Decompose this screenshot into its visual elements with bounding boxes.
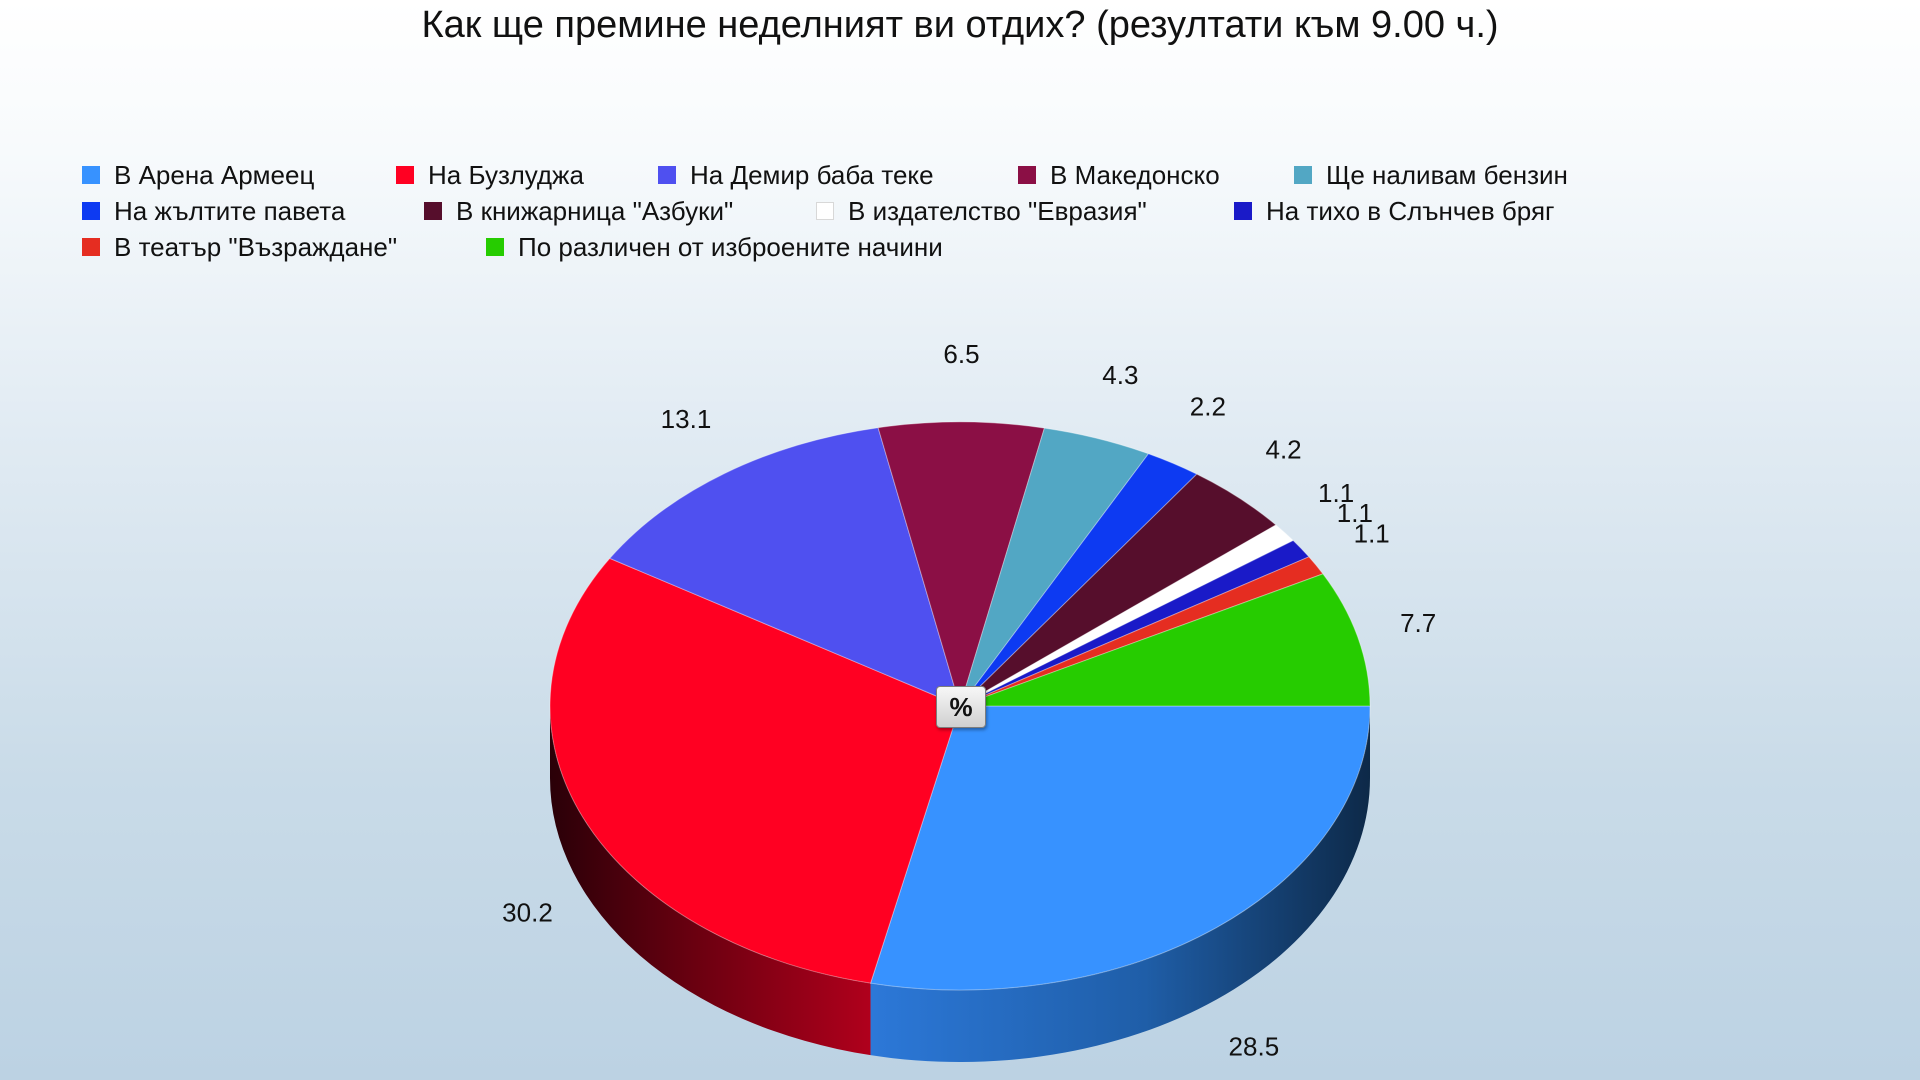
legend-label: В книжарница "Азбуки"	[456, 196, 734, 226]
slice-value-label: 6.5	[943, 339, 979, 369]
slice-value-label: 4.3	[1102, 360, 1138, 390]
slice-value-label: 7.7	[1400, 608, 1436, 638]
slice-value-label: 1.1	[1354, 519, 1390, 549]
slice-value-label: 1.1	[1318, 478, 1354, 508]
legend-item: На тихо в Слънчев бряг	[1234, 194, 1555, 228]
legend-item: Ще наливам бензин	[1294, 158, 1568, 192]
legend-swatch	[424, 202, 442, 220]
legend-item: В Арена Армеец	[82, 158, 314, 192]
legend-swatch	[486, 238, 504, 256]
legend-swatch	[82, 238, 100, 256]
legend-label: В Македонско	[1050, 160, 1220, 190]
pie-slice	[959, 453, 1198, 707]
legend-swatch	[396, 166, 414, 184]
slice-value-label: 13.1	[661, 404, 712, 434]
pie-slice	[608, 427, 961, 707]
legend-label: На тихо в Слънчев бряг	[1266, 196, 1555, 226]
slice-value-label: 2.2	[1190, 391, 1226, 421]
pie-slice	[959, 427, 1150, 707]
slice-value-label: 4.2	[1265, 434, 1301, 464]
legend-swatch	[82, 202, 100, 220]
legend-swatch	[1234, 202, 1252, 220]
legend-swatch	[1018, 166, 1036, 184]
pie-slice	[877, 421, 1046, 708]
pie-slice	[959, 556, 1324, 707]
pie-side-wall	[550, 706, 871, 1056]
legend-label: В театър "Възраждане"	[114, 232, 398, 262]
legend-label: Ще наливам бензин	[1326, 160, 1568, 190]
legend-label: В издателство "Евразия"	[848, 196, 1147, 226]
legend-label: По различен от изброените начини	[518, 232, 943, 262]
legend-label: В Арена Армеец	[114, 160, 315, 190]
slice-value-label: 1.1	[1337, 498, 1373, 528]
pie-slice	[959, 539, 1310, 707]
legend-item: В Македонско	[1018, 158, 1220, 192]
legend-item: В театър "Възраждане"	[82, 230, 397, 264]
legend-swatch	[658, 166, 676, 184]
legend-item: В издателство "Евразия"	[816, 194, 1147, 228]
slice-value-label: 28.5	[1229, 1031, 1280, 1061]
legend-item: В книжарница "Азбуки"	[424, 194, 733, 228]
pie-slice	[549, 557, 961, 984]
legend-swatch	[816, 202, 834, 220]
legend-item: На жълтите павета	[82, 194, 345, 228]
legend-swatch	[82, 166, 100, 184]
pie-side-wall	[870, 706, 1370, 1062]
legend-label: На Демир баба теке	[690, 160, 934, 190]
pie-slice	[959, 524, 1295, 707]
unit-badge: %	[936, 686, 986, 728]
legend-item: На Демир баба теке	[658, 158, 934, 192]
chart-legend: В Арена Армеец На Бузлуджа На Демир баба т…	[82, 158, 1882, 278]
pie-slice	[869, 705, 1371, 991]
pie-slice	[959, 473, 1277, 707]
slice-value-label: 30.2	[502, 898, 553, 928]
pie-slice	[959, 573, 1371, 707]
legend-label: На Бузлуджа	[428, 160, 584, 190]
legend-item: На Бузлуджа	[396, 158, 584, 192]
legend-swatch	[1294, 166, 1312, 184]
legend-label: На жълтите павета	[114, 196, 346, 226]
chart-title: Как ще премине неделният ви отдих? (резу…	[421, 4, 1499, 46]
legend-item: По различен от изброените начини	[486, 230, 943, 264]
